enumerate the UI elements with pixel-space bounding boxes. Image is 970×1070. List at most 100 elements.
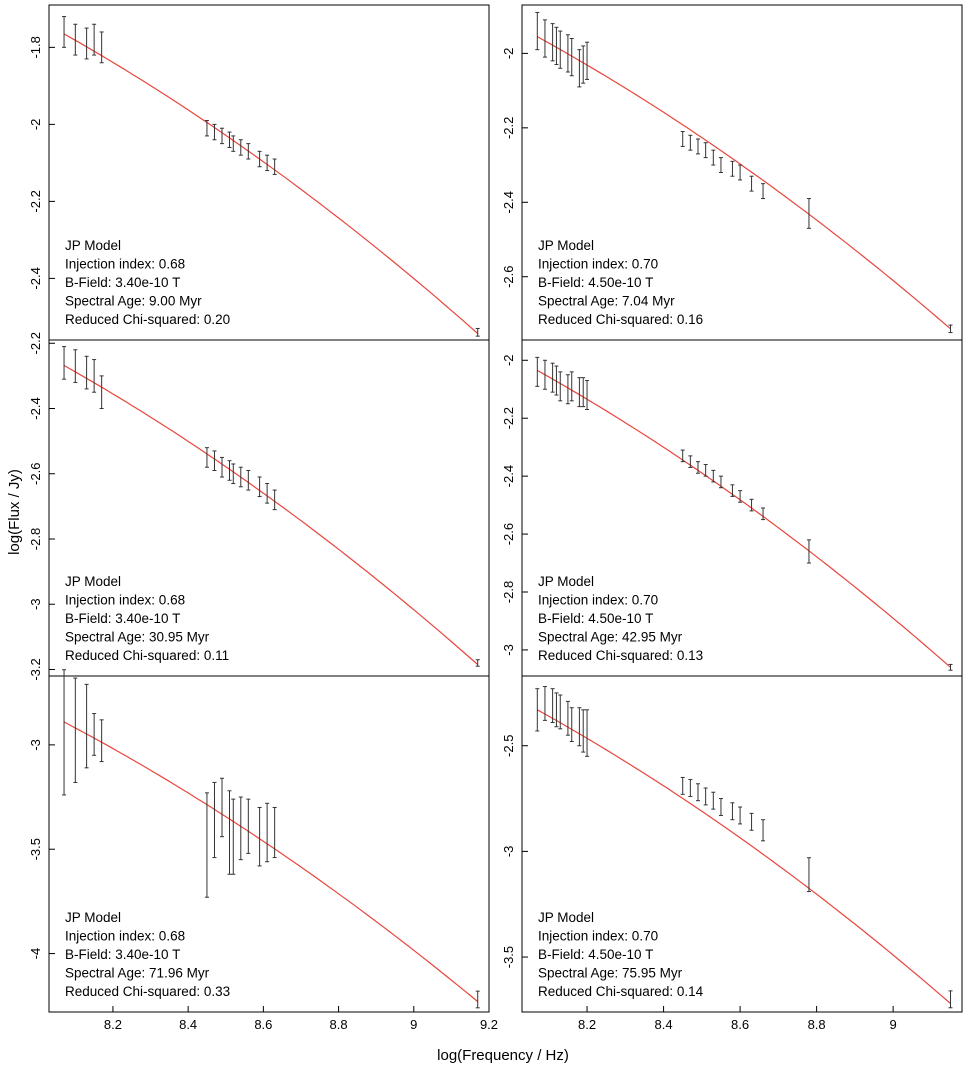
data-point	[688, 455, 693, 468]
data-point	[581, 709, 586, 753]
annotation-line: B-Field: 4.50e-10 T	[538, 611, 653, 626]
data-point	[204, 447, 209, 468]
data-point	[577, 377, 582, 408]
data-point	[246, 798, 251, 854]
data-point	[558, 30, 563, 69]
data-point	[761, 819, 766, 842]
y-tick-label: -2.5	[501, 735, 516, 757]
data-point	[257, 476, 262, 498]
data-point	[577, 49, 582, 88]
data-point	[265, 154, 270, 172]
data-point	[238, 466, 243, 488]
y-tick-label: -2.6	[28, 463, 43, 485]
data-point	[535, 356, 540, 387]
data-point	[219, 456, 224, 478]
data-point	[246, 469, 251, 491]
data-point	[92, 713, 97, 756]
data-point	[204, 120, 209, 137]
annotation-line: Reduced Chi-squared: 0.14	[538, 984, 704, 999]
data-point	[585, 41, 590, 80]
data-point	[550, 688, 555, 723]
y-tick-label: -2.4	[28, 397, 43, 419]
data-point	[696, 461, 700, 474]
y-tick-label: -3	[28, 739, 43, 751]
data-point	[703, 142, 708, 159]
annotation-line: B-Field: 4.50e-10 T	[538, 275, 653, 290]
data-point	[730, 802, 735, 821]
data-point	[749, 175, 754, 192]
data-point	[738, 490, 743, 503]
data-point	[718, 157, 723, 173]
data-point	[806, 857, 811, 893]
data-point	[73, 23, 78, 56]
data-point	[212, 123, 217, 141]
data-point	[535, 688, 540, 732]
annotation-line: Injection index: 0.68	[65, 929, 185, 944]
data-point	[475, 327, 480, 337]
data-point	[581, 45, 586, 84]
data-point	[680, 449, 685, 463]
data-point	[550, 23, 555, 62]
data-point	[738, 806, 743, 825]
panel-2-1: -2.5 -3 -3.5 8.2 8.4 8.6 8.8 9 JP Model Injection…	[501, 675, 963, 1032]
data-point	[535, 11, 540, 51]
data-point	[272, 158, 277, 175]
data-point	[749, 498, 754, 512]
y-tick-label: -2.4	[501, 191, 516, 213]
data-point	[272, 806, 277, 859]
data-point	[550, 362, 555, 393]
y-tick-label: -2.8	[501, 581, 516, 603]
data-point	[238, 796, 243, 861]
data-point	[231, 463, 236, 485]
x-tick-label: 8.8	[330, 1017, 348, 1032]
annotation-line: Reduced Chi-squared: 0.13	[538, 648, 703, 663]
x-tick-label: 8.4	[179, 1017, 197, 1032]
data-point	[231, 135, 236, 152]
data-point	[554, 365, 559, 396]
panel-0-0: -1.8 -2 -2.2 -2.4 JP Model Injection index: 0…	[28, 4, 490, 341]
x-tick-label: 9.2	[480, 1017, 498, 1032]
data-point	[265, 802, 270, 863]
data-point	[212, 450, 217, 471]
y-tick-label: -2.2	[28, 190, 43, 212]
x-tick-label: 9	[410, 1017, 417, 1032]
data-point	[703, 464, 708, 477]
y-tick-label: -3.5	[501, 946, 516, 968]
x-axis-label: log(Frequency / Hz)	[437, 1047, 569, 1064]
y-tick-label: -2.2	[501, 117, 516, 139]
annotation-line: Reduced Chi-squared: 0.33	[65, 984, 230, 999]
y-tick-label: -2	[501, 354, 516, 366]
data-point	[558, 371, 563, 402]
y-tick-label: -2	[501, 48, 516, 60]
data-point	[680, 131, 685, 147]
annotation-line: Spectral Age: 9.00 Myr	[65, 294, 202, 309]
data-point	[227, 131, 232, 148]
data-point	[62, 16, 67, 48]
data-point	[565, 34, 570, 73]
data-point	[84, 683, 89, 769]
annotation-line: Reduced Chi-squared: 0.16	[538, 312, 703, 327]
annotation-line: B-Field: 3.40e-10 T	[65, 611, 180, 626]
y-axis-label: log(Flux / Jy)	[6, 469, 23, 555]
x-tick-label: 8.2	[104, 1017, 122, 1032]
data-point	[569, 38, 574, 77]
y-tick-label: -3.5	[28, 838, 43, 860]
annotation-line: JP Model	[65, 574, 121, 589]
x-tick-label: 8.8	[808, 1017, 826, 1032]
x-tick-label: 8.4	[655, 1017, 673, 1032]
annotation-line: Injection index: 0.70	[538, 929, 658, 944]
data-point	[730, 160, 735, 177]
data-point	[73, 677, 78, 783]
data-point	[475, 659, 480, 667]
data-point	[62, 669, 67, 796]
y-tick-label: -3	[501, 846, 516, 858]
data-point	[688, 134, 693, 151]
data-point	[565, 700, 570, 736]
data-point	[585, 709, 590, 757]
annotation-line: Injection index: 0.70	[538, 593, 658, 608]
data-point	[761, 507, 766, 521]
annotation-line: JP Model	[65, 238, 121, 253]
annotation-line: Spectral Age: 30.95 Myr	[65, 630, 210, 645]
x-tick-label: 8.6	[731, 1017, 749, 1032]
y-tick-label: -3.2	[28, 658, 43, 680]
